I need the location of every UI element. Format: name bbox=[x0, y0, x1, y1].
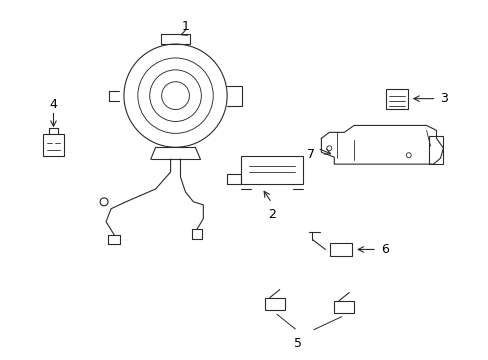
Text: 7: 7 bbox=[307, 148, 315, 161]
Text: 3: 3 bbox=[440, 92, 447, 105]
Bar bbox=[330, 243, 351, 256]
Text: 2: 2 bbox=[267, 208, 275, 221]
Text: 5: 5 bbox=[293, 337, 301, 350]
Bar bbox=[334, 301, 353, 314]
Text: 1: 1 bbox=[181, 20, 189, 33]
Bar bbox=[241, 156, 302, 184]
Bar bbox=[264, 298, 284, 310]
Bar bbox=[385, 89, 407, 109]
Bar bbox=[427, 136, 443, 164]
Bar bbox=[42, 134, 64, 156]
Text: 4: 4 bbox=[49, 98, 57, 111]
Text: 6: 6 bbox=[380, 243, 388, 256]
